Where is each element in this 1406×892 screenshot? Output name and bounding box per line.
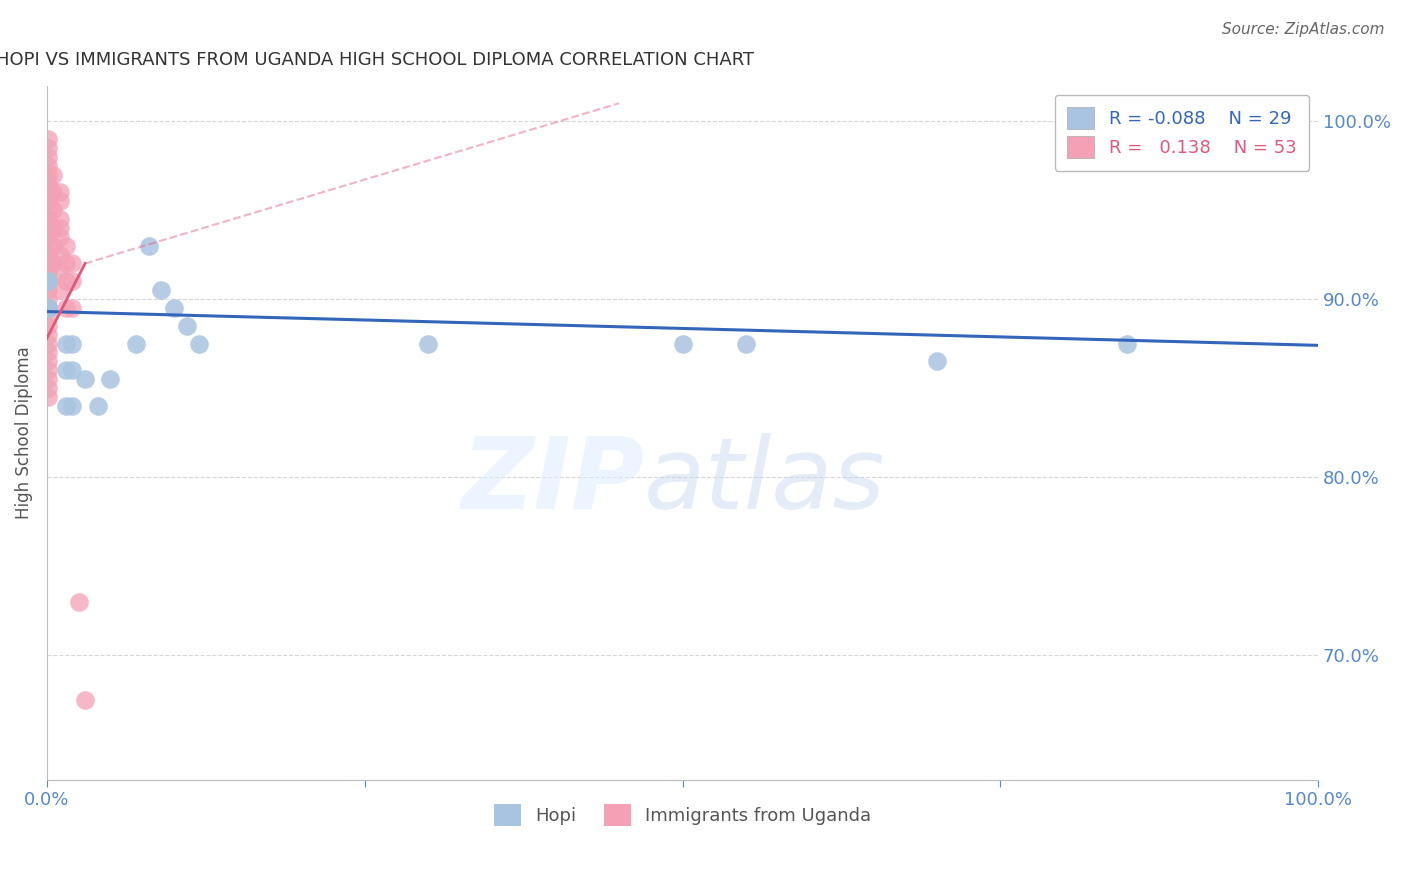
- Point: [55, 399, 77, 413]
- Point: [37, 274, 59, 288]
- Text: ZIP: ZIP: [461, 433, 644, 530]
- Point: [37, 345, 59, 359]
- Point: [37, 301, 59, 315]
- Point: [48, 186, 70, 200]
- Point: [87, 399, 110, 413]
- Point: [100, 372, 122, 386]
- Point: [37, 141, 59, 155]
- Point: [42, 238, 65, 252]
- Text: atlas: atlas: [644, 433, 886, 530]
- Point: [55, 363, 77, 377]
- Point: [671, 336, 693, 351]
- Y-axis label: High School Diploma: High School Diploma: [15, 346, 32, 519]
- Point: [37, 318, 59, 333]
- Text: Source: ZipAtlas.com: Source: ZipAtlas.com: [1222, 22, 1385, 37]
- Point: [55, 256, 77, 270]
- Point: [37, 159, 59, 173]
- Point: [37, 310, 59, 324]
- Point: [48, 220, 70, 235]
- Point: [60, 363, 83, 377]
- Point: [37, 301, 59, 315]
- Point: [37, 381, 59, 395]
- Point: [48, 229, 70, 244]
- Point: [42, 256, 65, 270]
- Point: [48, 283, 70, 297]
- Point: [37, 168, 59, 182]
- Point: [37, 363, 59, 377]
- Point: [37, 292, 59, 306]
- Point: [37, 301, 59, 315]
- Point: [48, 194, 70, 209]
- Point: [60, 256, 83, 270]
- Point: [48, 212, 70, 227]
- Point: [37, 354, 59, 368]
- Point: [55, 301, 77, 315]
- Point: [67, 594, 90, 608]
- Point: [163, 301, 186, 315]
- Point: [37, 247, 59, 261]
- Point: [60, 336, 83, 351]
- Point: [60, 301, 83, 315]
- Point: [188, 336, 211, 351]
- Point: [37, 327, 59, 342]
- Point: [73, 692, 96, 706]
- Point: [37, 301, 59, 315]
- Point: [37, 212, 59, 227]
- Point: [48, 247, 70, 261]
- Point: [37, 301, 59, 315]
- Text: HOPI VS IMMIGRANTS FROM UGANDA HIGH SCHOOL DIPLOMA CORRELATION CHART: HOPI VS IMMIGRANTS FROM UGANDA HIGH SCHO…: [0, 51, 754, 69]
- Point: [55, 274, 77, 288]
- Point: [37, 150, 59, 164]
- Point: [37, 186, 59, 200]
- Point: [37, 194, 59, 209]
- Point: [37, 283, 59, 297]
- Point: [37, 301, 59, 315]
- Point: [60, 274, 83, 288]
- Point: [37, 132, 59, 146]
- Point: [42, 203, 65, 218]
- Point: [37, 274, 59, 288]
- Point: [925, 354, 948, 368]
- Point: [55, 238, 77, 252]
- Point: [37, 177, 59, 191]
- Point: [125, 336, 148, 351]
- Point: [176, 318, 198, 333]
- Point: [37, 390, 59, 404]
- Point: [735, 336, 758, 351]
- Point: [37, 238, 59, 252]
- Point: [42, 186, 65, 200]
- Point: [138, 238, 160, 252]
- Point: [37, 372, 59, 386]
- Point: [48, 265, 70, 279]
- Point: [37, 265, 59, 279]
- Point: [37, 336, 59, 351]
- Point: [37, 220, 59, 235]
- Legend: Hopi, Immigrants from Uganda: Hopi, Immigrants from Uganda: [486, 797, 879, 833]
- Point: [73, 372, 96, 386]
- Point: [60, 399, 83, 413]
- Point: [37, 301, 59, 315]
- Point: [37, 203, 59, 218]
- Point: [42, 168, 65, 182]
- Point: [37, 256, 59, 270]
- Point: [1116, 336, 1139, 351]
- Point: [150, 283, 173, 297]
- Point: [42, 220, 65, 235]
- Point: [37, 301, 59, 315]
- Point: [55, 336, 77, 351]
- Point: [37, 229, 59, 244]
- Point: [37, 274, 59, 288]
- Point: [418, 336, 440, 351]
